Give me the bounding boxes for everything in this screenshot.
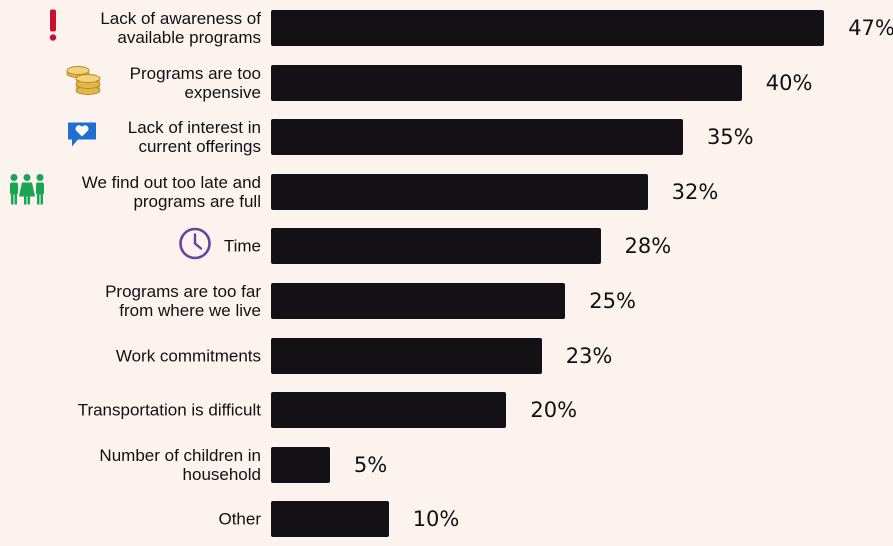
data-label: 5% [353, 452, 388, 477]
bar [271, 10, 825, 46]
category-label: We find out too late and programs are fu… [81, 172, 261, 211]
data-label: 40% [765, 70, 813, 95]
category-label: Programs are too expensive [129, 63, 261, 102]
category-label: Number of children in household [99, 445, 261, 484]
bar [271, 64, 742, 101]
bar-row: Programs are too expensive 40% [0, 56, 893, 110]
category-label: Work commitments [115, 346, 261, 366]
bar-row: Lack of interest in current offerings 35% [0, 110, 893, 164]
bar-row: Number of children in household 5% [0, 438, 893, 492]
bar-row: Work commitments 23% [0, 329, 893, 383]
bar-row: Time 28% [0, 219, 893, 273]
bar [271, 337, 542, 374]
bar [271, 501, 389, 538]
bar-row: Transportation is difficult 20% [0, 383, 893, 437]
family-icon [7, 172, 47, 211]
data-label: 47% [848, 16, 893, 40]
bar-row: Lack of awareness of available programs 4… [0, 1, 893, 55]
data-label: 25% [589, 289, 636, 313]
bar [271, 173, 648, 210]
bar-row: Programs are too far from where we live 2… [0, 274, 893, 328]
data-label: 28% [624, 234, 672, 259]
bar [271, 392, 507, 429]
bar [271, 283, 566, 319]
bar [271, 446, 330, 483]
heart-speech-bubble-icon [66, 120, 98, 155]
coins-icon [64, 64, 102, 101]
category-label: Other [218, 509, 261, 529]
bar-row: Other 10% [0, 492, 893, 546]
data-label: 35% [706, 125, 754, 150]
category-label: Programs are too far from where we live [105, 282, 261, 320]
data-label: 10% [412, 507, 460, 532]
category-label: Lack of awareness of available programs [100, 9, 261, 47]
category-label: Lack of interest in current offerings [127, 118, 261, 157]
data-label: 23% [565, 343, 613, 368]
data-label: 32% [671, 179, 719, 204]
bar [271, 119, 683, 156]
category-label: Time [223, 236, 261, 256]
exclamation-icon [46, 8, 60, 49]
data-label: 20% [530, 398, 578, 423]
bar-row: We find out too late and programs are fu… [0, 165, 893, 219]
clock-icon [178, 227, 212, 266]
bar [271, 228, 601, 265]
category-label: Transportation is difficult [77, 400, 261, 420]
